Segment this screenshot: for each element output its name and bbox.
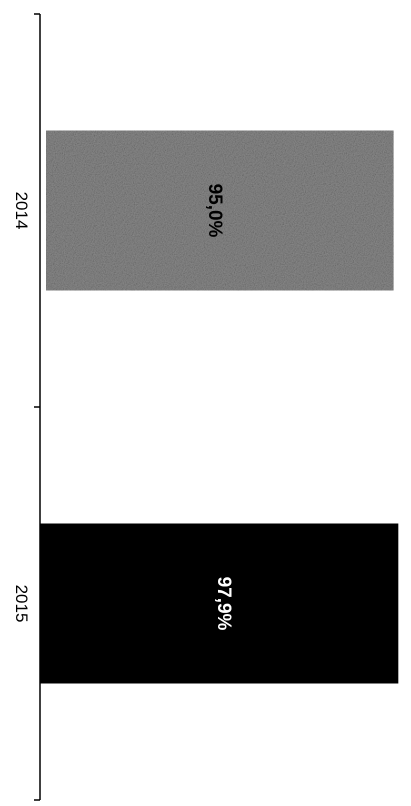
labels-layer: 2014 95,0% 2015 97,9% [12, 184, 234, 631]
bar-2014 [46, 130, 394, 291]
value-label-2015: 97,9% [213, 577, 234, 631]
bars-layer [40, 130, 399, 684]
category-label-2014: 2014 [12, 192, 31, 230]
axis-layer [34, 13, 41, 801]
value-label-2014: 95,0% [204, 184, 225, 238]
bar-2015 [40, 523, 399, 684]
category-label-2015: 2015 [12, 585, 31, 623]
